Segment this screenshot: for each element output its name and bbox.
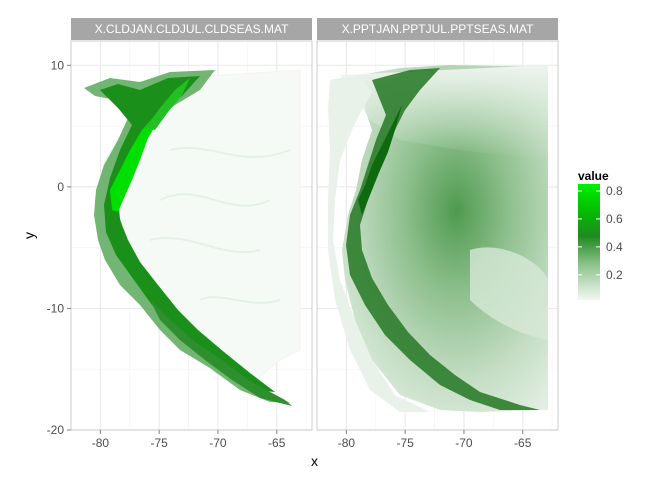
legend-tick-label: 0.6 bbox=[606, 212, 623, 226]
cld-basin-texture bbox=[149, 146, 291, 304]
facet-strip-2 bbox=[317, 18, 558, 40]
x-tick-label: -65 bbox=[268, 436, 286, 450]
y-axis: 10 0 -10 -20 bbox=[47, 58, 71, 437]
panel-2-border bbox=[316, 40, 559, 431]
ppt-andes-core bbox=[358, 105, 402, 215]
y-tick-label: -10 bbox=[47, 301, 65, 315]
x-tick-label: -75 bbox=[150, 436, 168, 450]
y-tick-label: -20 bbox=[47, 423, 65, 437]
x-tick-label: -65 bbox=[514, 436, 532, 450]
y-axis-label: y bbox=[21, 232, 37, 239]
x-tick-label: -80 bbox=[92, 436, 110, 450]
x-tick-label: -80 bbox=[338, 436, 356, 450]
cld-andes-peak bbox=[110, 96, 178, 212]
legend-tick-label: 0.4 bbox=[606, 240, 623, 254]
ppt-pale-patch bbox=[470, 247, 548, 340]
y-tick-label: 0 bbox=[57, 180, 64, 194]
panel-1-border bbox=[70, 40, 313, 431]
x-axis-label: x bbox=[311, 453, 318, 469]
ppt-andes-band bbox=[346, 68, 540, 410]
facet-strip-1 bbox=[71, 18, 312, 40]
facet-label-2: X.PPTJAN.PPTJUL.PPTSEAS.MAT bbox=[342, 22, 534, 36]
panel-1-raster-cld bbox=[84, 69, 301, 406]
x-tick-label: -70 bbox=[455, 436, 473, 450]
x-axis-panel-1: -80 -75 -70 -65 bbox=[92, 430, 286, 450]
cld-andes-core bbox=[100, 76, 275, 392]
panel-2-raster-ppt bbox=[328, 65, 548, 412]
x-tick-label: -75 bbox=[396, 436, 414, 450]
legend-title: value bbox=[578, 169, 609, 183]
legend-colorbar bbox=[578, 184, 600, 300]
x-axis-panel-2: -80 -75 -70 -65 bbox=[338, 430, 532, 450]
y-tick-label: 10 bbox=[51, 58, 65, 72]
facet-label-1: X.CLDJAN.CLDJUL.CLDSEAS.MAT bbox=[95, 22, 289, 36]
legend-ticks: 0.8 0.6 0.4 0.2 bbox=[578, 184, 623, 282]
legend-tick-label: 0.8 bbox=[606, 184, 623, 198]
x-tick-label: -70 bbox=[209, 436, 227, 450]
ppt-coast-light bbox=[328, 78, 430, 412]
cld-andes-peak-2 bbox=[145, 78, 190, 130]
legend-tick-label: 0.2 bbox=[606, 268, 623, 282]
legend: value 0.8 0.6 0.4 0.2 bbox=[578, 169, 623, 300]
